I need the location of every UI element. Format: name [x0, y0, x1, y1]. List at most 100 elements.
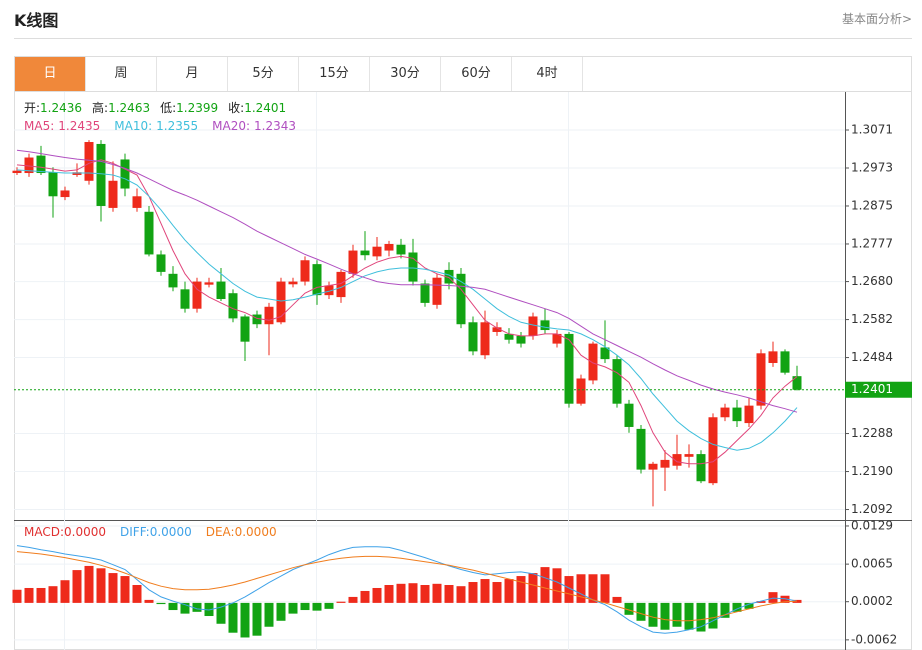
macd-bar — [180, 602, 190, 614]
macd-bar — [144, 599, 154, 603]
candle-body — [96, 143, 106, 206]
y-tick-label: 1.2875 — [851, 198, 893, 212]
macd-bar — [420, 585, 430, 603]
candle-body — [264, 306, 274, 325]
candle-body — [696, 454, 706, 482]
line-series — [16, 169, 798, 451]
candle-body — [600, 347, 610, 360]
line-series — [16, 545, 798, 634]
macd-bar — [72, 570, 82, 603]
legend-name: MACD: — [24, 525, 64, 539]
quote-label: 高: — [92, 100, 108, 115]
macd-bar — [348, 596, 358, 603]
macd-bar — [192, 602, 202, 612]
candle-body — [456, 273, 466, 325]
macd-bar — [492, 582, 502, 603]
tab[interactable]: 15分 — [299, 57, 370, 91]
candle-body — [360, 250, 370, 256]
quote-value: 1.2399 — [176, 101, 218, 115]
candle-body — [120, 159, 130, 189]
candle-body — [492, 327, 502, 332]
candle-body — [780, 351, 790, 373]
candle-body — [432, 277, 442, 305]
candle-body — [384, 243, 394, 251]
macd-bar — [240, 602, 250, 638]
candle-body — [252, 314, 262, 325]
macd-bar — [468, 582, 478, 603]
candle-body — [528, 316, 538, 336]
candle-body — [504, 333, 514, 340]
candle-body — [312, 264, 322, 296]
legend-name: MA20: — [212, 119, 250, 133]
fundamental-link[interactable]: 基本面分析> — [841, 12, 912, 26]
candle-body — [408, 252, 418, 282]
y-tick-label: 1.3071 — [851, 122, 893, 136]
macd-bar — [480, 579, 490, 603]
tab[interactable]: 4时 — [512, 57, 583, 91]
macd-bar — [276, 602, 286, 621]
candle-body — [228, 293, 238, 319]
candle-body — [216, 281, 226, 300]
macd-bar — [696, 602, 706, 632]
candle-body — [684, 454, 694, 457]
macd-bar — [24, 587, 34, 603]
tab[interactable]: 5分 — [228, 57, 299, 91]
legend: MA5: 1.2435 MA10: 1.2355 MA20: 1.2343 — [24, 119, 296, 133]
macd-bar — [672, 602, 682, 627]
macd-bar — [780, 595, 790, 603]
legend-name: DEA: — [206, 525, 235, 539]
y-tick-label: 1.2484 — [851, 350, 893, 364]
candle-body — [420, 283, 430, 303]
quote-value: 1.2463 — [108, 101, 150, 115]
tab[interactable]: 周 — [86, 57, 157, 91]
macd-bar — [588, 574, 598, 603]
candle-body — [24, 157, 34, 174]
macd-bar — [636, 602, 646, 621]
tab[interactable]: 30分 — [370, 57, 441, 91]
y-tick-label: 1.2680 — [851, 274, 893, 288]
legend-value: 0.0000 — [64, 525, 106, 539]
candle-body — [84, 142, 94, 181]
candle-body — [720, 407, 730, 418]
macd-bar — [756, 601, 766, 603]
candle-body — [624, 403, 634, 427]
y-tick-label: -0.0062 — [851, 632, 897, 646]
macd-bar — [336, 601, 346, 603]
tab[interactable]: 60分 — [441, 57, 512, 91]
candle-body — [108, 180, 118, 208]
candle-body — [660, 459, 670, 468]
y-tick-label: 1.2582 — [851, 312, 893, 326]
tab[interactable]: 月 — [157, 57, 228, 91]
macd-bar — [372, 587, 382, 603]
quote-value: 1.2401 — [244, 101, 286, 115]
candle-body — [48, 172, 58, 197]
tab[interactable]: 日 — [15, 57, 86, 91]
candle-body — [204, 282, 214, 285]
macd-bar — [396, 583, 406, 603]
macd-bar — [132, 585, 142, 603]
macd-bar — [324, 602, 334, 609]
candle-body — [144, 211, 154, 255]
candle-body — [588, 343, 598, 381]
legend-name: MA10: — [114, 119, 152, 133]
macd-bar — [708, 602, 718, 629]
macd-bar — [408, 583, 418, 603]
candle-body — [708, 417, 718, 484]
candle-body — [156, 254, 166, 272]
macd-bar — [108, 573, 118, 603]
macd-bar — [540, 567, 550, 603]
last-price-label: 1.2401 — [851, 382, 893, 396]
macd-bar — [576, 574, 586, 603]
macd-bar — [444, 585, 454, 603]
candle-body — [372, 246, 382, 257]
macd-bar — [744, 602, 754, 609]
macd-bar — [720, 602, 730, 618]
macd-bar — [120, 576, 130, 603]
candle-body — [612, 359, 622, 404]
macd-bar — [648, 602, 658, 627]
last-price-box — [845, 381, 912, 398]
macd-bar — [768, 592, 778, 603]
candle-body — [480, 322, 490, 356]
macd-bar — [600, 574, 610, 603]
